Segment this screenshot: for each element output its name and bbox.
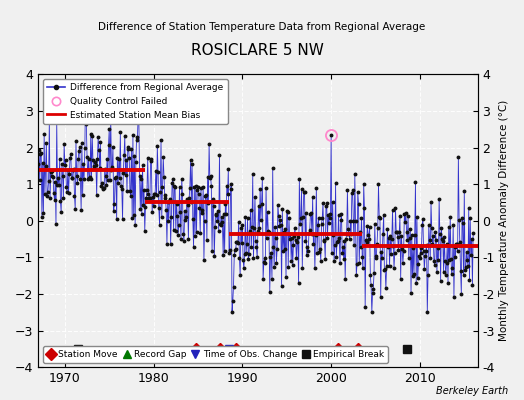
- Text: Berkeley Earth: Berkeley Earth: [436, 386, 508, 396]
- Title: ROSICLARE 5 NW: ROSICLARE 5 NW: [191, 43, 324, 58]
- Legend: Station Move, Record Gap, Time of Obs. Change, Empirical Break: Station Move, Record Gap, Time of Obs. C…: [43, 346, 388, 363]
- Text: Difference of Station Temperature Data from Regional Average: Difference of Station Temperature Data f…: [99, 22, 425, 32]
- Y-axis label: Monthly Temperature Anomaly Difference (°C): Monthly Temperature Anomaly Difference (…: [499, 100, 509, 342]
